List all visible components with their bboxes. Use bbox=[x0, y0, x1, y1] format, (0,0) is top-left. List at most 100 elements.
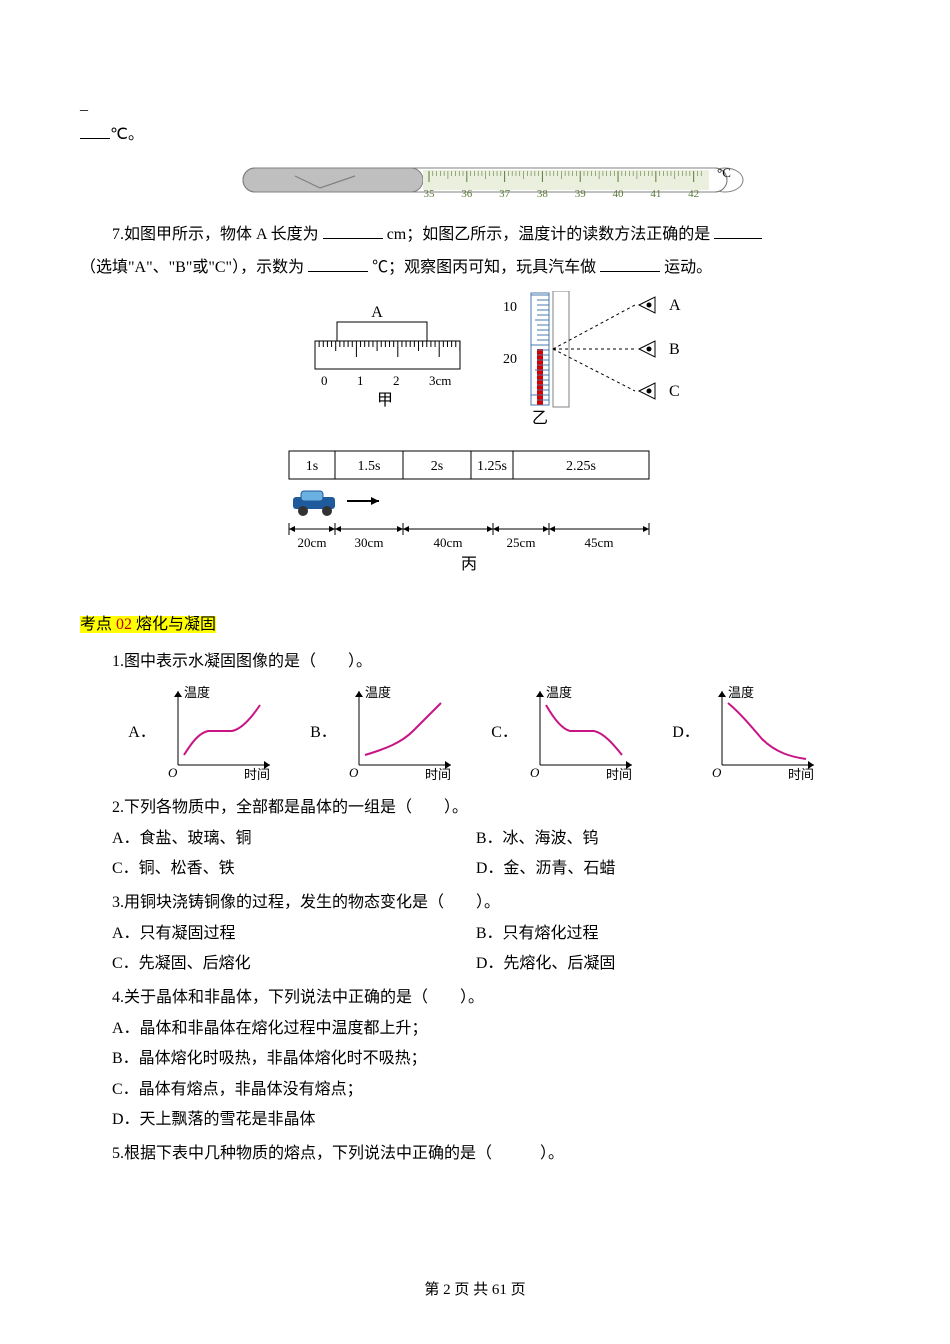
footer-a: 第 bbox=[424, 1282, 443, 1298]
svg-text:40: 40 bbox=[613, 188, 625, 200]
svg-text:C: C bbox=[669, 383, 680, 400]
q7: 7.如图甲所示，物体 A 长度为 cm；如图乙所示，温度计的读数方法正确的是 （… bbox=[80, 220, 870, 283]
footer-b: 页 共 bbox=[451, 1282, 492, 1298]
svg-text:1.25s: 1.25s bbox=[477, 459, 507, 474]
svg-text:40cm: 40cm bbox=[434, 535, 463, 550]
q7-t3: （选填"A"、"B"或"C"），示数为 bbox=[80, 259, 304, 276]
topic-label-b: 熔化与凝固 bbox=[136, 616, 216, 633]
q7-t1: 7.如图甲所示，物体 A 长度为 bbox=[112, 226, 319, 243]
p3-d: D．先熔化、后凝固 bbox=[476, 949, 840, 979]
q7-blank-method[interactable] bbox=[714, 221, 762, 240]
svg-text:A: A bbox=[669, 297, 681, 314]
p1-a-label: A． bbox=[128, 718, 156, 748]
thermometer-svg: °C 35 36 37 38 39 40 41 42 bbox=[205, 159, 745, 201]
svg-text:1s: 1s bbox=[306, 459, 318, 474]
blank-top[interactable] bbox=[80, 121, 110, 140]
svg-text:2s: 2s bbox=[431, 459, 443, 474]
svg-text:丙: 丙 bbox=[461, 556, 477, 573]
svg-text:2.25s: 2.25s bbox=[566, 459, 596, 474]
p2-c: C．铜、松香、铁 bbox=[112, 854, 476, 884]
svg-text:41: 41 bbox=[650, 188, 661, 200]
svg-text:O: O bbox=[168, 765, 178, 780]
p4-a: A．晶体和非晶体在熔化过程中温度都上升； bbox=[80, 1014, 870, 1044]
svg-text:42: 42 bbox=[688, 188, 699, 200]
page: _ ℃。 °C 3536373839404142 (function(){ co… bbox=[0, 0, 950, 1344]
thermometer-figure: °C 35 36 37 38 39 40 41 42 bbox=[80, 159, 870, 212]
svg-text:温度: 温度 bbox=[184, 685, 210, 700]
svg-text:时间: 时间 bbox=[606, 767, 632, 782]
unit-c: ℃。 bbox=[110, 126, 144, 143]
svg-text:35: 35 bbox=[424, 188, 436, 200]
svg-text:时间: 时间 bbox=[244, 767, 270, 782]
p1-d-label: D． bbox=[672, 718, 700, 748]
svg-text:10: 10 bbox=[503, 300, 517, 315]
svg-text:1.5s: 1.5s bbox=[358, 459, 381, 474]
svg-text:时间: 时间 bbox=[788, 767, 814, 782]
svg-text:38: 38 bbox=[537, 188, 549, 200]
p2-b: B．冰、海波、钨 bbox=[476, 824, 840, 854]
fig7-svg: 0 1 2 3cm A 甲 10 20 A B C bbox=[235, 291, 715, 591]
graph-a: 温度时间 O bbox=[160, 683, 278, 783]
svg-text:37: 37 bbox=[499, 188, 511, 200]
q7-blank-motion[interactable] bbox=[600, 253, 660, 272]
svg-text:20cm: 20cm bbox=[298, 535, 327, 550]
p1-stem: 1.图中表示水凝固图像的是（ ）。 bbox=[80, 647, 870, 677]
svg-text:1: 1 bbox=[357, 373, 364, 388]
svg-text:A: A bbox=[371, 304, 383, 321]
svg-text:30cm: 30cm bbox=[355, 535, 384, 550]
topic-num: 02 bbox=[116, 616, 132, 633]
footer-tot: 61 bbox=[492, 1282, 507, 1298]
q7-t2: cm；如图乙所示，温度计的读数方法正确的是 bbox=[387, 226, 711, 243]
q7-t5: 运动。 bbox=[664, 259, 712, 276]
footer-c: 页 bbox=[507, 1282, 526, 1298]
q7-blank-length[interactable] bbox=[323, 221, 383, 240]
fig-jia-yi-bing: 0 1 2 3cm A 甲 10 20 A B C bbox=[80, 291, 870, 602]
svg-text:时间: 时间 bbox=[425, 767, 451, 782]
p4-options: A．晶体和非晶体在熔化过程中温度都上升； B．晶体熔化时吸热，非晶体熔化时不吸热… bbox=[80, 1014, 870, 1136]
svg-text:39: 39 bbox=[575, 188, 587, 200]
p4-c: C．晶体有熔点，非晶体没有熔点； bbox=[80, 1075, 870, 1105]
svg-text:温度: 温度 bbox=[546, 685, 572, 700]
q7-t4: ℃；观察图丙可知，玩具汽车做 bbox=[372, 259, 596, 276]
p4-b: B．晶体熔化时吸热，非晶体熔化时不吸热； bbox=[80, 1044, 870, 1074]
svg-text:温度: 温度 bbox=[728, 685, 754, 700]
svg-text:20: 20 bbox=[503, 352, 517, 367]
svg-text:2: 2 bbox=[393, 373, 400, 388]
top-fragment: _ ℃。 bbox=[80, 90, 870, 151]
p4-d: D．天上飘落的雪花是非晶体 bbox=[80, 1105, 870, 1135]
svg-text:O: O bbox=[349, 765, 359, 780]
graph-c: 温度时间 O bbox=[522, 683, 640, 783]
p3-c: C．先凝固、后熔化 bbox=[112, 949, 476, 979]
footer-pg: 2 bbox=[443, 1282, 451, 1298]
p3-options: A．只有凝固过程 B．只有熔化过程 C．先凝固、后熔化 D．先熔化、后凝固 bbox=[80, 919, 870, 980]
svg-text:0: 0 bbox=[321, 373, 328, 388]
graph-b: 温度时间 O bbox=[341, 683, 459, 783]
p2-stem: 2.下列各物质中，全部都是晶体的一组是（ ）。 bbox=[80, 793, 870, 823]
svg-text:O: O bbox=[530, 765, 540, 780]
topic-02: 考点 02 熔化与凝固 bbox=[80, 610, 870, 640]
p1-c-label: C． bbox=[491, 718, 518, 748]
svg-text:乙: 乙 bbox=[532, 410, 548, 427]
p2-a: A．食盐、玻璃、铜 bbox=[112, 824, 476, 854]
p5-stem: 5.根据下表中几种物质的熔点，下列说法中正确的是（ ）。 bbox=[80, 1139, 870, 1169]
p1-b-label: B． bbox=[310, 718, 337, 748]
p1-graphs: A． 温度时间 O B． 温度时间 O C． 温度时间 O D． 温度时间 O bbox=[80, 677, 870, 789]
svg-text:36: 36 bbox=[461, 188, 473, 200]
p4-stem: 4.关于晶体和非晶体，下列说法中正确的是（ ）。 bbox=[80, 983, 870, 1013]
p3-a: A．只有凝固过程 bbox=[112, 919, 476, 949]
graph-d: 温度时间 O bbox=[704, 683, 822, 783]
svg-text:B: B bbox=[669, 341, 680, 358]
p3-stem: 3.用铜块浇铸铜像的过程，发生的物态变化是（ ）。 bbox=[80, 888, 870, 918]
svg-text:3cm: 3cm bbox=[429, 373, 451, 388]
page-footer: 第 2 页 共 61 页 bbox=[0, 1276, 950, 1305]
svg-text:O: O bbox=[712, 765, 722, 780]
svg-text:甲: 甲 bbox=[377, 392, 393, 409]
svg-text:温度: 温度 bbox=[365, 685, 391, 700]
p2-options: A．食盐、玻璃、铜 B．冰、海波、钨 C．铜、松香、铁 D．金、沥青、石蜡 bbox=[80, 824, 870, 885]
topic-label-a: 考点 bbox=[80, 616, 112, 633]
svg-text:°C: °C bbox=[717, 165, 731, 180]
q7-blank-temp[interactable] bbox=[308, 253, 368, 272]
svg-text:25cm: 25cm bbox=[507, 535, 536, 550]
svg-text:45cm: 45cm bbox=[585, 535, 614, 550]
p2-d: D．金、沥青、石蜡 bbox=[476, 854, 840, 884]
